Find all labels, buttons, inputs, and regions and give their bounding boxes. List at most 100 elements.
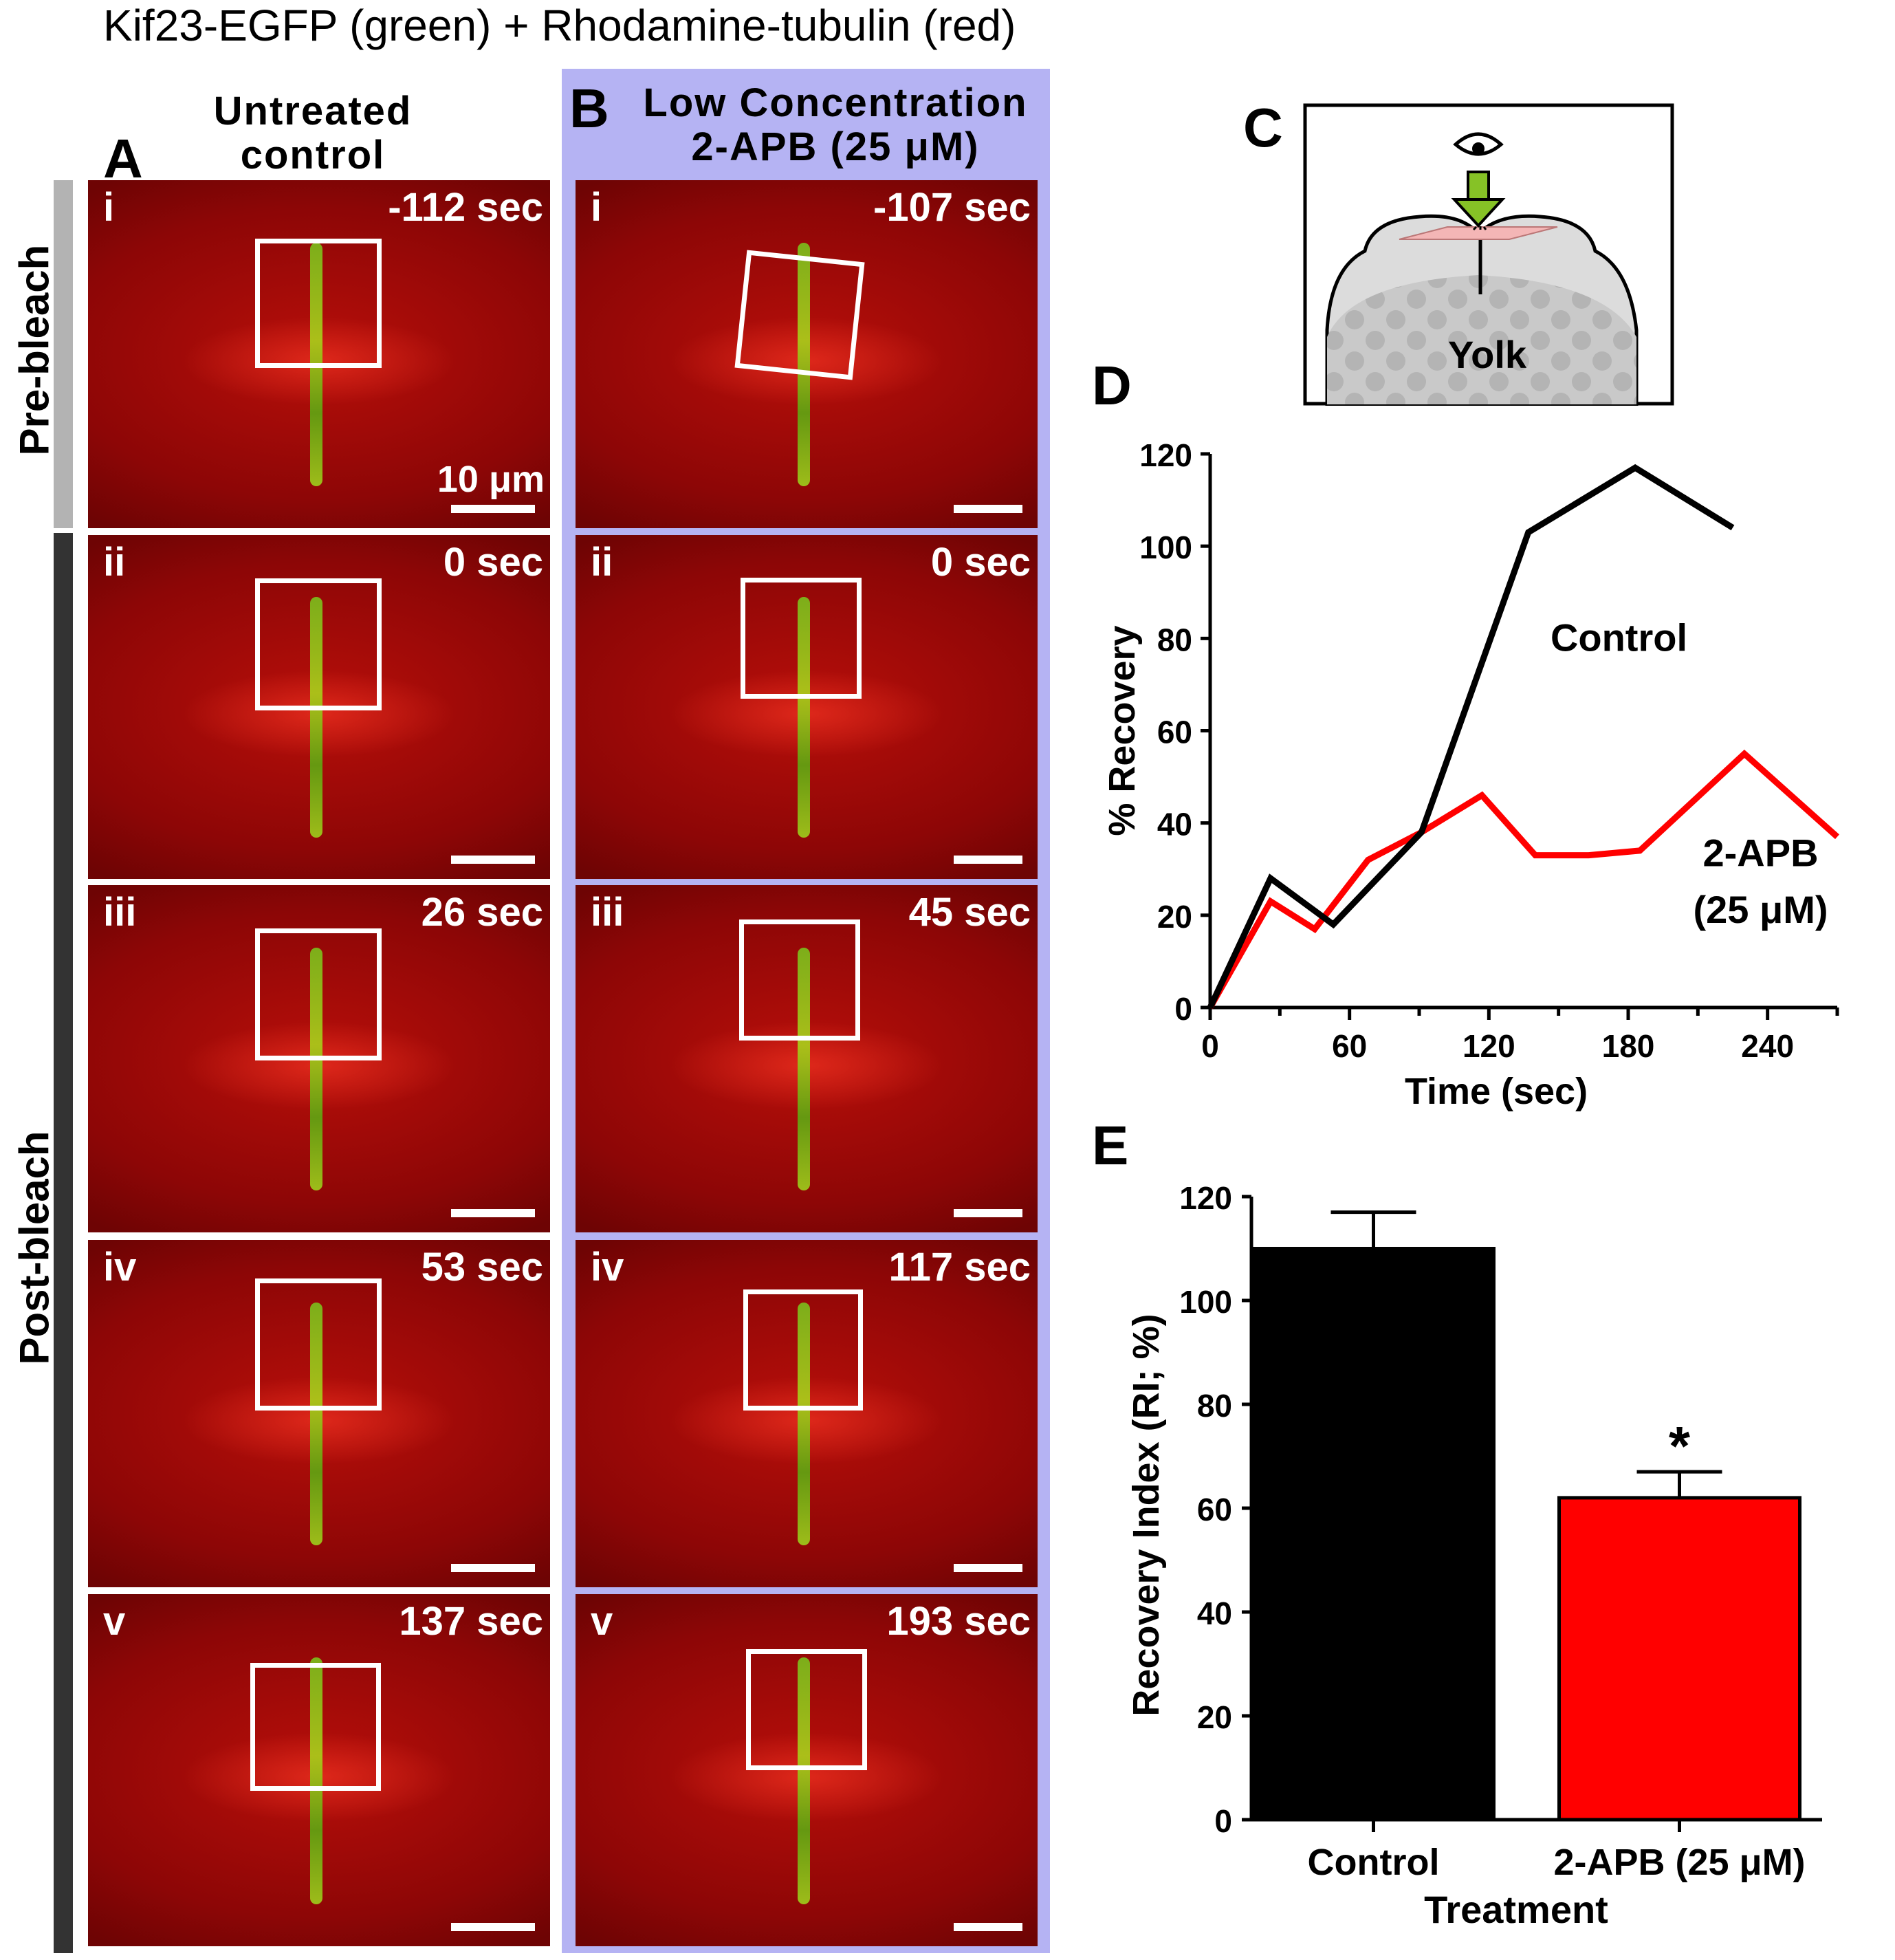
x-tick-label: Control xyxy=(1308,1842,1440,1883)
post-bleach-bar xyxy=(54,533,73,1953)
panel-b-label: B xyxy=(569,78,609,139)
x-axis-title: Treatment xyxy=(1424,1888,1608,1931)
midbody-dots xyxy=(1472,226,1487,231)
scale-bar xyxy=(451,1209,535,1217)
frame-time: 193 sec xyxy=(886,1599,1031,1644)
scale-bar xyxy=(954,1209,1022,1217)
frame-number: ii xyxy=(103,540,126,585)
yolk-label: Yolk xyxy=(1448,333,1527,376)
frame-time: 0 sec xyxy=(930,540,1031,585)
control-annotation: Control xyxy=(1551,616,1687,659)
panel-d-label: D xyxy=(1092,355,1132,416)
x-tick-label: 2-APB (25 μM) xyxy=(1553,1842,1805,1883)
light-arrow-head xyxy=(1451,198,1506,228)
bleach-roi xyxy=(734,250,865,380)
y-tick-label: 20 xyxy=(1197,1699,1232,1735)
pre-bleach-bar xyxy=(54,180,73,528)
panel-a-title-line2: control xyxy=(240,133,386,177)
eye-pupil-icon xyxy=(1472,142,1485,155)
bleach-roi xyxy=(255,1278,382,1411)
midbody-signal xyxy=(797,1302,810,1546)
bleach-roi xyxy=(741,578,862,699)
y-tick-label: 80 xyxy=(1157,622,1192,657)
scale-bar xyxy=(451,1564,535,1572)
y-tick-label: 60 xyxy=(1197,1492,1232,1527)
y-tick-label: 100 xyxy=(1139,530,1192,565)
bleach-roi xyxy=(255,239,382,368)
y-tick-label: 120 xyxy=(1179,1180,1232,1216)
bleach-roi xyxy=(255,928,382,1060)
scale-bar xyxy=(954,505,1022,513)
frame-time: -112 sec xyxy=(388,185,543,230)
y-axis-title: % Recovery xyxy=(1102,625,1143,836)
y-tick-label: 100 xyxy=(1179,1284,1232,1320)
micrograph-a-iii: iii 26 sec xyxy=(88,885,550,1232)
x-tick-label: 120 xyxy=(1463,1028,1515,1064)
panel-b-title-line1: Low Concentration xyxy=(643,80,1028,125)
bleach-roi xyxy=(746,1649,867,1770)
y-tick-label: 40 xyxy=(1157,807,1192,842)
yolk-region xyxy=(1327,275,1636,404)
scale-bar xyxy=(451,856,535,864)
pre-bleach-label: Pre-bleach xyxy=(11,244,58,456)
midbody-signal xyxy=(309,1657,322,1904)
frame-number: ii xyxy=(591,540,613,585)
frame-number: i xyxy=(591,185,602,230)
frame-time: -107 sec xyxy=(873,185,1031,230)
panel-b-title-line2: 2-APB (25 μM) xyxy=(691,124,980,169)
panel-a-title-line1: Untreated xyxy=(213,89,413,133)
scale-bar-label: 10 μm xyxy=(437,459,545,500)
micrograph-a-v: v 137 sec xyxy=(88,1594,550,1946)
micrograph-a-i: i -112 sec 10 μm xyxy=(88,180,550,528)
x-axis-title: Time (sec) xyxy=(1405,1071,1588,1112)
micrograph-b-i: i -107 sec xyxy=(576,180,1038,528)
bleach-roi xyxy=(255,578,382,710)
midbody-signal xyxy=(309,597,322,838)
series-line-control xyxy=(1207,464,1735,1009)
frame-number: iv xyxy=(103,1245,137,1289)
bleach-roi xyxy=(739,919,860,1041)
frame-number: v xyxy=(591,1599,613,1644)
x-tick-label: 180 xyxy=(1602,1028,1655,1064)
y-tick-label: 40 xyxy=(1197,1596,1232,1631)
micrograph-b-v: v 193 sec xyxy=(576,1594,1038,1946)
frame-number: iii xyxy=(591,890,624,935)
bleach-roi xyxy=(250,1663,381,1791)
frame-number: iv xyxy=(591,1245,624,1289)
micrograph-b-ii: ii 0 sec xyxy=(576,535,1038,879)
y-tick-label: 0 xyxy=(1174,991,1192,1027)
panel-b-title: Low Concentration 2-APB (25 μM) xyxy=(622,81,1049,169)
panel-a-label: A xyxy=(103,128,143,189)
2-apb-annotation: 2-APB xyxy=(1703,831,1819,875)
y-tick-label: 0 xyxy=(1214,1803,1232,1839)
midbody-signal xyxy=(309,947,322,1191)
midbody-signal xyxy=(797,597,810,838)
x-tick-label: 240 xyxy=(1741,1028,1794,1064)
frame-time: 26 sec xyxy=(421,890,543,935)
significance-marker: * xyxy=(1669,1415,1691,1477)
frame-time: 117 sec xyxy=(888,1245,1031,1289)
y-tick-label: 60 xyxy=(1157,715,1192,750)
scale-bar xyxy=(451,1923,535,1931)
scale-bar xyxy=(954,1923,1022,1931)
micrograph-a-iv: iv 53 sec xyxy=(88,1240,550,1587)
bar-2-apb xyxy=(1557,1496,1801,1822)
panel-a-title: Untreated control xyxy=(175,89,450,177)
panel-c-label: C xyxy=(1243,97,1283,158)
line-chart: 0 20 40 60 80 100 120 0 60 120 180 240 Time (sec) % R… xyxy=(1102,437,1839,1112)
scale-bar xyxy=(451,505,535,513)
y-tick-label: 80 xyxy=(1197,1388,1232,1424)
figure-title: Kif23-EGFP (green) + Rhodamine-tubulin (… xyxy=(103,1,1016,50)
focal-plane xyxy=(1399,226,1558,240)
frame-number: i xyxy=(103,185,115,230)
scale-bar xyxy=(954,856,1022,864)
y-tick-label: 20 xyxy=(1157,899,1192,935)
micrograph-b-iv: iv 117 sec xyxy=(576,1240,1038,1587)
post-bleach-label: Post-bleach xyxy=(11,1131,58,1365)
series-line-2-apb xyxy=(1207,749,1839,1010)
midbody-signal xyxy=(309,1302,322,1546)
frame-time: 0 sec xyxy=(443,540,543,585)
frame-number: iii xyxy=(103,890,137,935)
y-tick-label: 120 xyxy=(1139,437,1192,473)
bar-control xyxy=(1251,1247,1496,1822)
